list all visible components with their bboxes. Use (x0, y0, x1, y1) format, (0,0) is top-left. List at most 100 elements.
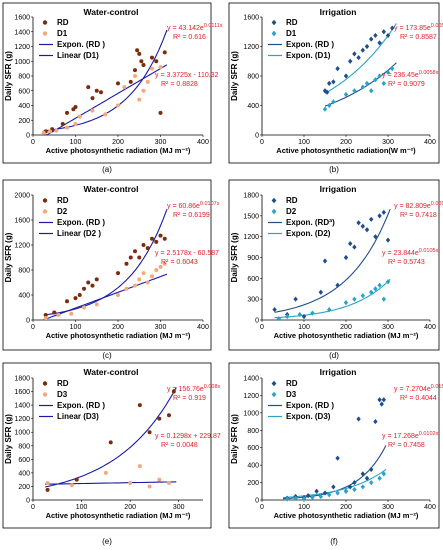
data-point-rd (369, 216, 374, 222)
data-point-d1 (65, 125, 69, 130)
data-point-rd (306, 493, 311, 499)
fit-line-2 (282, 469, 387, 499)
chart-panel-d: Irrigation 0 300 600 900 1200 1500 1800 0 100 200 3… (228, 179, 443, 360)
x-tick-label: 200 (340, 324, 352, 331)
data-point-d1 (360, 84, 365, 90)
legend-label: Expon. (RD ) (57, 401, 105, 410)
data-point-rd (162, 50, 167, 55)
legend-marker (271, 391, 277, 398)
data-point-rd (141, 62, 146, 67)
y-tick-label: 200 (247, 480, 259, 487)
r-squared-1: R² = 0.4044 (400, 395, 437, 402)
data-point-rd (327, 80, 332, 86)
y-tick-label: 400 (18, 470, 30, 477)
legend-label: Expon. (RD ) (286, 401, 334, 410)
equation-1: y = 60.86e0.0107x (167, 201, 220, 210)
data-point-rd (108, 440, 113, 445)
data-point-rd (314, 488, 319, 494)
equation-text: y = 43.142e (167, 25, 204, 32)
y-tick-label: 800 (18, 443, 30, 450)
x-tick-label: 300 (155, 139, 167, 146)
data-point-d2 (116, 293, 120, 297)
panel-caption: (d) (329, 351, 339, 360)
legend-label: RD (286, 379, 298, 388)
data-point-d2 (133, 283, 137, 288)
y-tick-label: 400 (247, 463, 259, 470)
x-axis-label: Active photosynthetic radiation(W m⁻²) (276, 146, 416, 155)
data-point-rd (133, 68, 137, 73)
legend-marker (42, 381, 48, 386)
y-tick-label: 1400 (243, 376, 259, 383)
panel-caption: (b) (329, 165, 339, 174)
data-point-d3 (318, 493, 323, 500)
data-point-d1 (364, 80, 370, 86)
legend-marker (271, 19, 277, 26)
chart-title: Irrigation (320, 7, 357, 17)
data-point-rd (377, 397, 382, 403)
data-point-d1 (327, 102, 332, 109)
x-tick-label: 100 (70, 139, 82, 146)
data-point-d2 (285, 313, 290, 320)
r-squared-1: R² = 0.616 (173, 34, 206, 41)
data-point-rd (390, 25, 395, 31)
data-point-rd (348, 484, 353, 490)
data-point-rd (322, 258, 328, 264)
r-squared-1: R² = 0.6199 (173, 212, 210, 219)
legend-marker (271, 30, 277, 37)
y-tick-label: 1500 (243, 213, 259, 220)
data-point-rd (43, 313, 48, 317)
y-tick-label: 0 (26, 318, 30, 325)
legend-label: RD (57, 379, 69, 388)
data-point-rd (301, 313, 307, 320)
chart-panel-f: Irrigation 0 200 400 600 800 1000 1200 1400 0 100 2… (228, 362, 443, 546)
equation-text: y = 7.2704e (394, 386, 431, 393)
panel-caption: (f) (330, 537, 338, 546)
data-point-rd (343, 73, 349, 79)
data-point-rd (157, 416, 162, 421)
data-point-rd (335, 455, 340, 461)
fit-line-1 (324, 62, 397, 107)
data-point-rd (360, 471, 365, 477)
data-point-d1 (322, 106, 328, 112)
data-point-d3 (377, 475, 382, 481)
data-point-rd (158, 110, 163, 115)
data-point-d1 (48, 129, 52, 134)
x-tick-label: 100 (298, 504, 310, 511)
data-point-rd (364, 227, 370, 233)
legend-label: D1 (57, 29, 68, 38)
data-point-rd (379, 401, 384, 407)
legend-label: Linear (D2 ) (57, 229, 101, 238)
legend-label: Linear (D3) (57, 412, 99, 421)
x-tick-label: 200 (112, 324, 124, 331)
data-point-d3 (128, 481, 133, 486)
data-point-rd (94, 277, 99, 282)
x-tick-label: 400 (424, 504, 436, 511)
legend-marker (42, 198, 48, 203)
data-point-d2 (82, 305, 86, 310)
y-tick-label: 1200 (14, 243, 30, 250)
data-point-d1 (390, 66, 395, 72)
equation-exponent: 0.0058x (419, 70, 439, 76)
data-point-d1 (343, 91, 349, 98)
equation-1: y = 156.76e0.008x (167, 384, 221, 393)
data-point-rd (343, 254, 349, 261)
legend-label: D2 (286, 207, 297, 216)
legend-label: Expon. (RD ) (286, 40, 334, 49)
r-squared-2: R² = 0.8828 (161, 81, 198, 88)
y-tick-label: 1600 (14, 218, 30, 225)
data-point-d1 (103, 112, 108, 117)
data-point-d3 (327, 492, 332, 498)
data-point-rd (381, 29, 386, 35)
r-squared-1: R² = 0.8587 (400, 34, 437, 41)
data-point-rd (356, 220, 361, 226)
x-axis-label: Active photosynthetic radiation (MJ m⁻²) (46, 511, 191, 520)
data-point-d1 (90, 108, 95, 113)
data-point-d3 (157, 477, 162, 482)
data-point-rd (322, 88, 328, 94)
data-point-rd (381, 397, 386, 403)
data-point-d3 (381, 471, 386, 477)
data-point-d1 (352, 88, 357, 94)
legend-marker (42, 20, 48, 25)
y-tick-label: 1200 (243, 234, 259, 241)
data-point-rd (90, 96, 95, 101)
